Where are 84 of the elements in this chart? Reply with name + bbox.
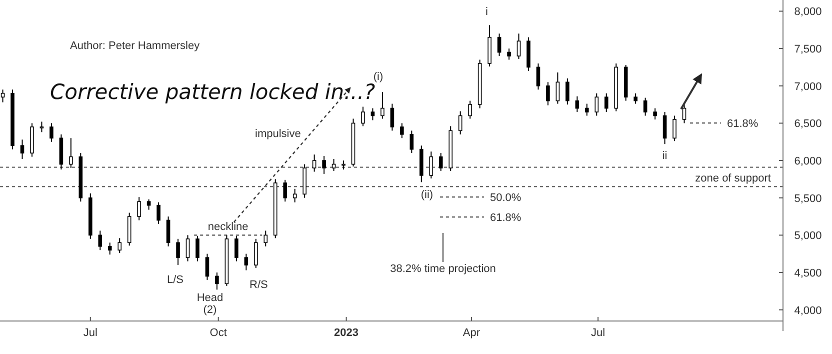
candlestick bbox=[186, 234, 190, 262]
annotation: i bbox=[486, 6, 488, 18]
y-tick-label: 4,500 bbox=[794, 267, 822, 280]
candlestick bbox=[507, 48, 511, 60]
candlestick bbox=[672, 115, 676, 142]
candlestick bbox=[50, 122, 54, 142]
candlestick bbox=[283, 179, 288, 202]
annotation: Author: Peter Hammersley bbox=[70, 40, 200, 52]
annotation: (ii) bbox=[420, 189, 434, 202]
candlestick bbox=[438, 152, 443, 172]
candlestick bbox=[546, 82, 550, 106]
annotation: 61.8% bbox=[727, 118, 758, 130]
annotation: Head bbox=[196, 292, 224, 304]
candlestick bbox=[146, 198, 151, 210]
candlestick bbox=[234, 235, 238, 262]
y-tick-label: 7,500 bbox=[794, 44, 822, 56]
candlestick bbox=[312, 154, 316, 172]
candlestick bbox=[468, 100, 472, 120]
candlestick bbox=[380, 92, 384, 120]
annotation: L/S bbox=[166, 274, 184, 286]
candlestick bbox=[244, 253, 248, 271]
candlestick bbox=[516, 33, 521, 60]
x-tick-label: Jul bbox=[83, 327, 98, 339]
candlestick bbox=[196, 235, 200, 262]
x-tick-label: Jul bbox=[590, 327, 606, 339]
x-tick-label: Oct bbox=[210, 327, 227, 339]
candlestick bbox=[69, 138, 73, 168]
annotation: 50.0% bbox=[490, 192, 522, 204]
annotation: ii bbox=[662, 150, 668, 162]
candlestick bbox=[322, 156, 326, 174]
candlestick bbox=[370, 108, 375, 121]
candlestick bbox=[166, 216, 170, 247]
annotation: 38.2% time projection bbox=[390, 263, 496, 275]
x-tick-label: 2023 bbox=[334, 327, 359, 339]
candlestick bbox=[40, 121, 44, 133]
candlestick bbox=[662, 111, 667, 145]
candlestick bbox=[400, 122, 404, 139]
candlestick bbox=[429, 151, 434, 179]
annotation: R/S bbox=[250, 279, 268, 292]
y-tick-label: 4,000 bbox=[794, 304, 822, 317]
annotation: neckline bbox=[208, 221, 248, 234]
candlestick bbox=[410, 130, 414, 154]
candlestick bbox=[634, 92, 638, 104]
candlestick bbox=[497, 33, 502, 56]
candlestick bbox=[20, 139, 24, 160]
x-tick-label: Apr bbox=[462, 327, 480, 339]
candlestick bbox=[575, 96, 580, 112]
candlestick bbox=[176, 238, 180, 266]
candlestick bbox=[156, 202, 160, 224]
candlestick bbox=[390, 103, 394, 132]
annotation: impulsive bbox=[255, 128, 301, 140]
candlestick bbox=[108, 242, 112, 256]
candlestick bbox=[556, 72, 560, 104]
candlestick bbox=[264, 230, 268, 247]
candlestick bbox=[653, 108, 657, 120]
y-tick-label: 5,500 bbox=[794, 192, 822, 205]
ref-line-label: zone of support bbox=[695, 172, 771, 185]
candlestick bbox=[0, 89, 5, 103]
candlestick bbox=[585, 103, 589, 116]
candlestick bbox=[205, 253, 210, 280]
candlestick bbox=[682, 104, 686, 124]
candlestick bbox=[292, 188, 297, 203]
y-tick-label: 5,000 bbox=[794, 230, 822, 242]
candlestick bbox=[254, 238, 258, 268]
candlestick bbox=[566, 78, 570, 106]
y-tick-label: 6,500 bbox=[794, 118, 822, 130]
candlestick bbox=[137, 196, 141, 221]
candlestick bbox=[594, 92, 599, 116]
candlestick bbox=[604, 92, 608, 112]
y-tick-label: 7,000 bbox=[794, 80, 822, 93]
annotation: (2) bbox=[203, 304, 217, 316]
candlestick bbox=[98, 230, 102, 251]
candlestick bbox=[361, 106, 365, 127]
annotation: 61.8% bbox=[490, 212, 522, 224]
candlestick bbox=[643, 97, 648, 116]
candlestick bbox=[215, 272, 219, 290]
candlestick bbox=[536, 62, 540, 90]
candlestick bbox=[332, 158, 336, 172]
candlestick bbox=[458, 110, 462, 135]
text: Corrective pattern locked in...? bbox=[50, 80, 376, 104]
candlestick bbox=[118, 238, 122, 254]
y-tick-label: 8,000 bbox=[794, 6, 822, 18]
y-tick-label: 6,000 bbox=[794, 156, 822, 168]
annotation: (i) bbox=[373, 71, 384, 84]
